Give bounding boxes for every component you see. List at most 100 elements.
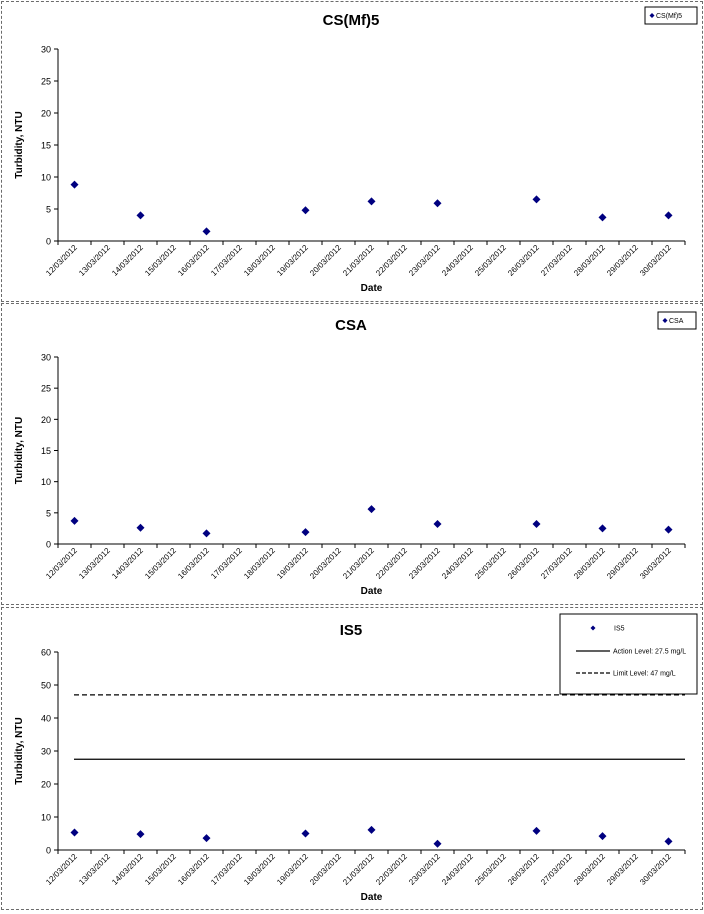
x-tick-label: 23/03/2012: [407, 852, 442, 887]
legend-marker: [590, 625, 596, 631]
x-tick-label: 26/03/2012: [506, 852, 541, 887]
x-tick-label: 20/03/2012: [308, 243, 343, 278]
x-tick-label: 24/03/2012: [440, 852, 475, 887]
data-point: [301, 528, 310, 537]
y-tick-label: 20: [41, 109, 51, 119]
chart-is5: IS5 0 10 20 30 40 50 60 Turbidity, NTU 12/03/2012…: [14, 613, 698, 903]
y-tick-label: 25: [41, 384, 51, 394]
x-tick-label: 25/03/2012: [473, 243, 508, 278]
y-tick-label: 25: [41, 77, 51, 87]
y-tick-label: 0: [46, 846, 51, 856]
x-tick-label: 18/03/2012: [242, 243, 277, 278]
x-tick-label: 15/03/2012: [143, 852, 178, 887]
y-tick-label: 15: [41, 446, 51, 456]
data-point: [367, 197, 376, 206]
x-tick-label: 29/03/2012: [605, 243, 640, 278]
y-tick-label: 40: [41, 714, 51, 724]
x-tick-label: 13/03/2012: [77, 546, 112, 581]
x-tick-label: 15/03/2012: [143, 546, 178, 581]
y-axis-label: Turbidity, NTU: [14, 717, 25, 784]
y-tick-label: 10: [41, 173, 51, 183]
x-tick-label: 24/03/2012: [440, 546, 475, 581]
x-axis-label: Date: [361, 586, 383, 597]
y-tick-label: 30: [41, 747, 51, 757]
data-point: [202, 834, 211, 843]
data-point: [70, 180, 79, 189]
x-tick-label: 19/03/2012: [275, 546, 310, 581]
y-tick-label: 10: [41, 477, 51, 487]
x-tick-label: 25/03/2012: [473, 852, 508, 887]
x-tick-label: 22/03/2012: [374, 546, 409, 581]
legend-box: [644, 6, 698, 25]
x-tick-label: 30/03/2012: [638, 243, 673, 278]
data-point: [136, 523, 145, 532]
data-point: [301, 206, 310, 215]
legend-marker: [649, 13, 655, 18]
x-tick-label: 17/03/2012: [209, 852, 244, 887]
data-point: [367, 825, 376, 834]
x-tick-label: 21/03/2012: [341, 243, 376, 278]
data-point: [301, 829, 310, 838]
legend-box: [657, 311, 697, 330]
legend-label: CSA: [669, 318, 684, 325]
y-tick-label: 20: [41, 780, 51, 790]
x-tick-label: 17/03/2012: [209, 243, 244, 278]
x-tick-label: 18/03/2012: [242, 546, 277, 581]
x-tick-label: 16/03/2012: [176, 243, 211, 278]
y-tick-label: 50: [41, 681, 51, 691]
x-tick-label: 28/03/2012: [572, 546, 607, 581]
x-tick-label: 12/03/2012: [44, 243, 79, 278]
data-point: [70, 516, 79, 525]
y-tick-label: 30: [41, 45, 51, 55]
x-tick-label: 24/03/2012: [440, 243, 475, 278]
y-tick-label: 0: [46, 237, 51, 247]
x-tick-label: 20/03/2012: [308, 852, 343, 887]
x-tick-label: 15/03/2012: [143, 243, 178, 278]
data-point: [433, 199, 442, 208]
data-point: [598, 213, 607, 222]
data-point: [532, 195, 541, 204]
chart-title: IS5: [340, 622, 363, 639]
x-tick-label: 13/03/2012: [77, 852, 112, 887]
x-axis-label: Date: [361, 892, 383, 903]
x-tick-label: 26/03/2012: [506, 243, 541, 278]
x-tick-label: 26/03/2012: [506, 546, 541, 581]
legend-label: Limit Level: 47 mg/L: [613, 671, 676, 678]
x-tick-label: 17/03/2012: [209, 546, 244, 581]
y-tick-label: 20: [41, 415, 51, 425]
data-point: [202, 227, 211, 236]
x-tick-label: 22/03/2012: [374, 243, 409, 278]
y-tick-label: 15: [41, 141, 51, 151]
y-tick-label: 60: [41, 648, 51, 658]
data-point: [367, 505, 376, 514]
x-tick-label: 22/03/2012: [374, 852, 409, 887]
x-tick-label: 12/03/2012: [44, 546, 79, 581]
chart-title: CSA: [335, 317, 367, 334]
x-tick-label: 19/03/2012: [275, 243, 310, 278]
x-tick-label: 27/03/2012: [539, 546, 574, 581]
x-tick-label: 16/03/2012: [176, 546, 211, 581]
y-tick-label: 10: [41, 813, 51, 823]
legend-box: [559, 613, 698, 695]
data-point: [136, 830, 145, 839]
x-tick-label: 20/03/2012: [308, 546, 343, 581]
data-point: [433, 839, 442, 848]
y-tick-label: 5: [46, 508, 51, 518]
data-point: [598, 524, 607, 533]
data-point: [70, 828, 79, 837]
x-tick-label: 29/03/2012: [605, 546, 640, 581]
x-tick-label: 21/03/2012: [341, 546, 376, 581]
x-tick-label: 12/03/2012: [44, 852, 79, 887]
x-tick-label: 30/03/2012: [638, 546, 673, 581]
x-tick-label: 14/03/2012: [110, 852, 145, 887]
x-tick-label: 29/03/2012: [605, 852, 640, 887]
chart-panel-cs-mf5: CS(Mf)5 0 5 10 15 20 25 30 Turbidity, NTU 12/03/2…: [1, 1, 703, 302]
chart-panel-is5: IS5 0 10 20 30 40 50 60 Turbidity, NTU 12/03/2012…: [1, 607, 703, 910]
x-tick-label: 23/03/2012: [407, 546, 442, 581]
data-point: [598, 832, 607, 841]
data-point: [664, 211, 673, 220]
y-axis-label: Turbidity, NTU: [14, 417, 25, 484]
x-axis-label: Date: [361, 283, 383, 294]
x-tick-label: 28/03/2012: [572, 243, 607, 278]
